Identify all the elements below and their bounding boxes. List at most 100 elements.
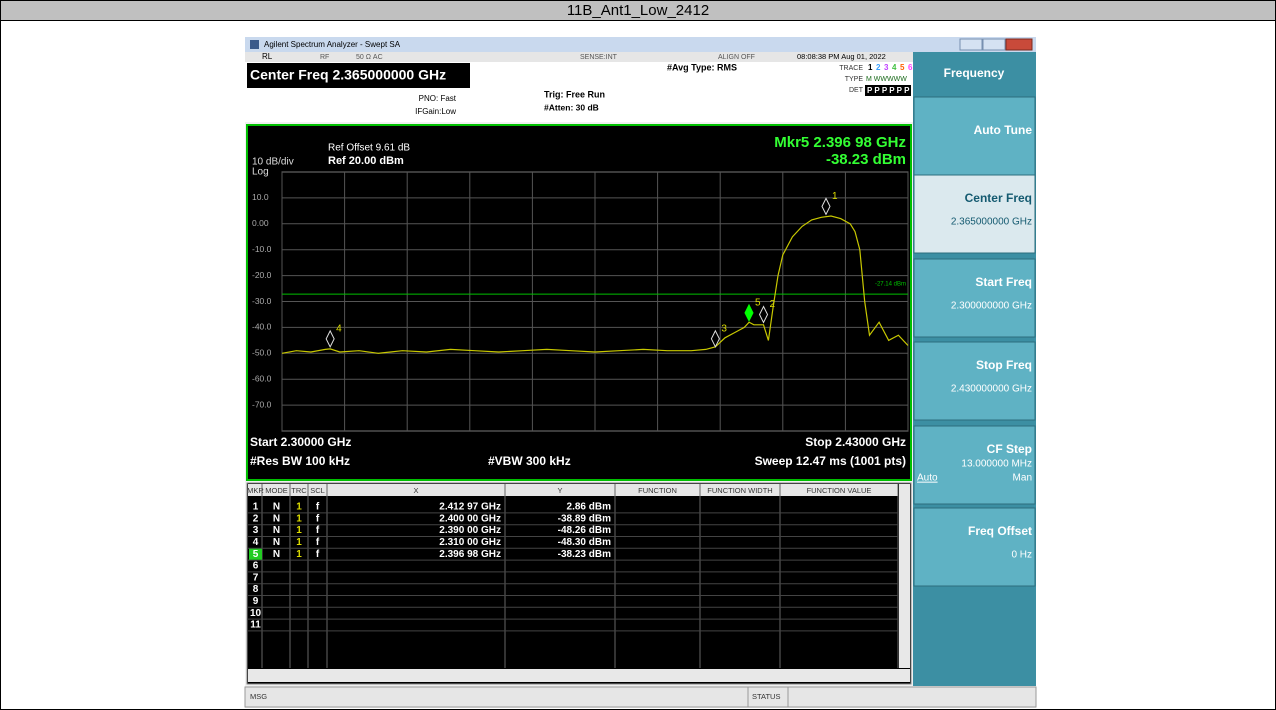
y-tick-label: 10.0: [252, 192, 269, 202]
softkey[interactable]: [913, 174, 1036, 254]
label: M WWWWW: [866, 76, 907, 83]
label: X: [413, 486, 418, 495]
label: -38.23 dBm: [558, 549, 611, 560]
label: 2: [253, 513, 259, 524]
label: 1: [296, 549, 302, 560]
label: #VBW 300 kHz: [488, 454, 571, 468]
y-tick-label: -30.0: [252, 296, 272, 306]
softkey[interactable]: [913, 341, 1036, 421]
label: 08:08:38 PM Aug 01, 2022: [797, 52, 886, 61]
label: 2.396 98 GHz: [439, 549, 501, 560]
label: -48.26 dBm: [558, 525, 611, 536]
label: f: [316, 537, 320, 548]
label: 3: [253, 525, 259, 536]
label: 3: [884, 63, 889, 72]
label: Trig: Free Run: [544, 89, 605, 99]
label: 5: [900, 63, 905, 72]
det-bg: [865, 85, 911, 96]
label: Start Freq: [975, 275, 1032, 289]
label: FUNCTION VALUE: [807, 486, 872, 495]
label: Agilent Spectrum Analyzer - Swept SA: [264, 40, 401, 49]
label: 11: [250, 620, 261, 631]
y-tick-label: -20.0: [252, 270, 272, 280]
close-button[interactable]: [1005, 38, 1033, 51]
softkey[interactable]: [913, 507, 1036, 587]
label: IFGain:Low: [415, 107, 456, 116]
label: Center Freq 2.365000000 GHz: [250, 67, 446, 83]
label: 9: [253, 596, 259, 607]
label: -27.14 dBm: [875, 282, 906, 288]
label: #Atten: 30 dB: [544, 102, 599, 112]
softkey[interactable]: [913, 96, 1036, 176]
label: Frequency: [944, 66, 1005, 80]
label: 1: [296, 525, 302, 536]
label: 4: [892, 63, 897, 72]
label: 2.390 00 GHz: [439, 525, 501, 536]
y-tick-label: 0.00: [252, 218, 269, 228]
label: FUNCTION WIDTH: [707, 486, 772, 495]
label: -38.23 dBm: [826, 151, 906, 168]
label: 1: [296, 502, 302, 513]
label: Auto Tune: [974, 123, 1033, 137]
label: N: [273, 537, 280, 548]
footer-bar: [244, 686, 1037, 708]
label: RF: [320, 54, 329, 61]
label: TRC: [291, 486, 307, 495]
label: 10: [250, 608, 262, 619]
label: f: [316, 502, 320, 513]
marker: [325, 329, 335, 349]
label: 2.430000000 GHz: [951, 384, 1032, 395]
trace: [281, 215, 909, 354]
v-scrollbar[interactable]: [899, 484, 910, 668]
label: 11B_Ant1_Low_2412: [567, 2, 709, 19]
table-header: [248, 484, 898, 496]
label: 1: [296, 513, 302, 524]
label: 3: [721, 323, 727, 334]
label: 5: [253, 549, 259, 560]
maximize-button[interactable]: [982, 38, 1006, 51]
label: 2.400 00 GHz: [439, 513, 501, 524]
label: N: [273, 525, 280, 536]
label: 1: [253, 502, 259, 513]
label: N: [273, 549, 280, 560]
label: RL: [262, 52, 273, 61]
y-tick-label: -10.0: [252, 244, 272, 254]
label: 1: [868, 63, 873, 72]
label: 1: [832, 191, 838, 202]
marker: [821, 197, 831, 216]
label: 5: [755, 297, 761, 308]
marker: [710, 329, 720, 348]
label: #Avg Type: RMS: [667, 62, 737, 72]
h-scrollbar[interactable]: [248, 669, 910, 682]
label: 2.300000000 GHz: [951, 301, 1032, 312]
label: Stop Freq: [976, 358, 1032, 372]
label: MSG: [250, 692, 267, 701]
label: DET: [849, 87, 864, 94]
softkey[interactable]: [913, 258, 1036, 338]
label: Y: [557, 486, 562, 495]
label: 4: [336, 324, 342, 335]
y-tick-label: -60.0: [252, 373, 272, 383]
label: CF Step: [987, 442, 1032, 456]
label: f: [316, 549, 320, 560]
label: Ref 20.00 dBm: [328, 155, 404, 167]
label: SENSE:INT: [580, 54, 618, 61]
y-tick-label: -40.0: [252, 322, 272, 332]
label: 4: [253, 537, 259, 548]
minimize-button[interactable]: [959, 38, 983, 51]
app-icon: [250, 40, 259, 49]
softkey[interactable]: [913, 425, 1036, 505]
label: Center Freq: [965, 191, 1032, 205]
label: Man: [1013, 473, 1032, 484]
label: FUNCTION: [638, 486, 677, 495]
y-tick-label: -70.0: [252, 399, 272, 409]
label: -48.30 dBm: [558, 537, 611, 548]
label: 2.365000000 GHz: [951, 217, 1032, 228]
label: MKR: [247, 486, 264, 495]
label: Mkr5 2.396 98 GHz: [774, 134, 906, 151]
label: ALIGN OFF: [718, 54, 755, 61]
label: PNO: Fast: [419, 94, 457, 103]
label: Auto: [917, 473, 938, 484]
